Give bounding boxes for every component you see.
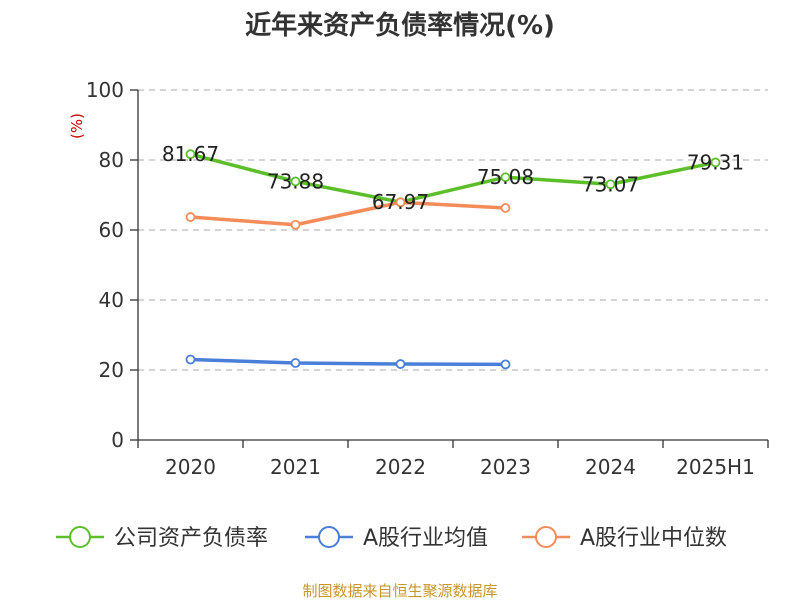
legend-label: 公司资产负债率	[114, 526, 268, 551]
legend-marker-circle	[69, 526, 91, 548]
chart-title: 近年来资产负债率情况(%)	[245, 10, 555, 41]
data-point	[185, 149, 196, 160]
grid-lines	[138, 89, 768, 371]
data-point	[500, 172, 511, 183]
legend-marker-circle	[535, 526, 557, 548]
y-tick-label: 80	[99, 148, 124, 172]
legend-label: A股行业均值	[363, 526, 488, 551]
y-axis-label: (%)	[68, 113, 86, 139]
series-line-2	[188, 200, 508, 227]
data-point	[290, 176, 301, 187]
x-tick-label: 2021	[270, 455, 321, 479]
x-tick-labels: 2020 2021 2022 2023 2024 2025H1	[165, 455, 755, 479]
series-line-1	[188, 357, 508, 367]
series-layer	[185, 149, 721, 370]
data-point	[290, 219, 301, 230]
legend: 公司资产负债率 A股行业均值 A股行业中位数	[56, 526, 727, 551]
data-point	[500, 203, 511, 213]
data-point	[185, 212, 196, 222]
y-tick-labels: 0 20 40 60 80 100	[86, 78, 124, 452]
data-labels: 81.67 73.88 67.97 75.08 73.07 79.31	[162, 142, 744, 214]
data-point	[605, 179, 616, 190]
data-label: 79.31	[687, 150, 744, 174]
data-label: 73.88	[267, 169, 324, 193]
x-tick-label: 2022	[375, 455, 426, 479]
x-tick-label: 2025H1	[676, 455, 755, 479]
data-label: 67.97	[372, 190, 429, 214]
source-note: 制图数据来自恒生聚源数据库	[302, 582, 497, 600]
y-tick-label: 0	[111, 428, 124, 452]
data-point	[500, 359, 511, 370]
data-point	[710, 157, 721, 168]
data-label: 81.67	[162, 142, 219, 166]
x-tick-label: 2024	[585, 455, 636, 479]
series-line-0	[188, 152, 718, 204]
y-tick-label: 40	[99, 288, 124, 312]
data-label: 73.07	[582, 172, 639, 196]
data-point	[290, 358, 301, 368]
data-point	[395, 359, 406, 369]
y-tick-label: 100	[86, 78, 124, 102]
data-point	[185, 354, 196, 365]
y-tick-label: 60	[99, 218, 124, 242]
y-tick-label: 20	[99, 358, 124, 382]
legend-label: A股行业中位数	[580, 526, 727, 551]
x-tick-label: 2020	[165, 455, 216, 479]
x-tick-label: 2023	[480, 455, 531, 479]
data-point	[395, 197, 406, 208]
axes	[130, 89, 769, 448]
legend-marker-circle	[318, 526, 340, 548]
data-label: 75.08	[477, 165, 534, 189]
